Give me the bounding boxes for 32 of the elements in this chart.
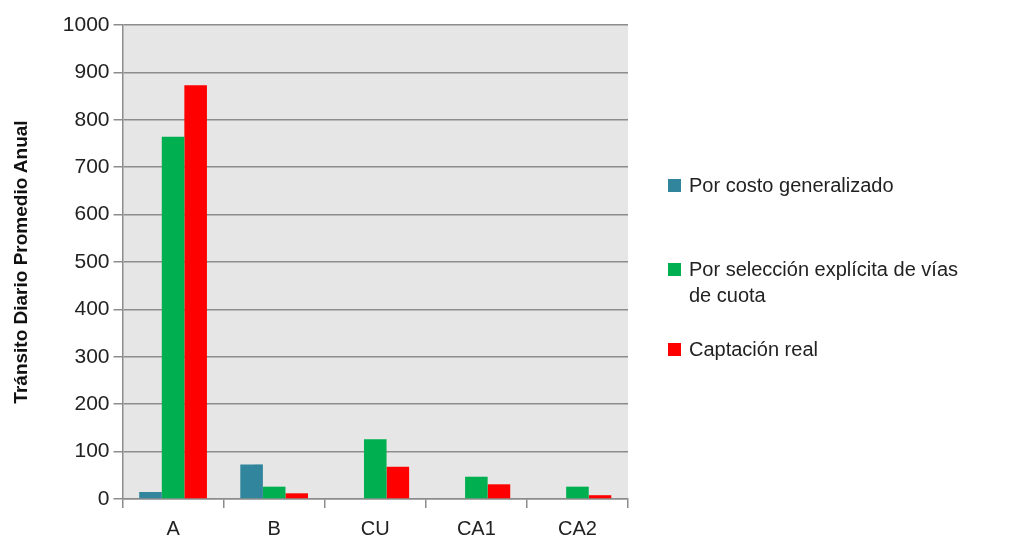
y-tick-label: 100 (74, 438, 110, 462)
legend-label: Por selección explícita de vías de cuota (689, 257, 960, 308)
y-tick-label: 300 (74, 343, 110, 367)
legend-label: Captación real (689, 337, 819, 362)
y-axis-title: Tránsito Diario Promedio Anual (9, 120, 31, 404)
bar (262, 486, 286, 499)
bar (139, 491, 162, 499)
bar (161, 136, 185, 499)
y-tick-label: 500 (74, 248, 110, 272)
bar (566, 486, 589, 499)
x-tick-label: B (267, 516, 281, 539)
bar (386, 466, 410, 499)
y-tick-label: 700 (74, 154, 110, 177)
x-tick-label: CA1 (456, 516, 496, 539)
y-tick-label: 1000 (62, 11, 110, 35)
y-tick-label: 0 (97, 485, 110, 509)
y-tick-label: 400 (74, 296, 110, 320)
bar (487, 484, 511, 499)
legend-label: Por costo generalizado (689, 173, 895, 198)
y-tick-label: 600 (74, 201, 110, 225)
bar (588, 495, 612, 499)
bar (285, 493, 309, 499)
y-tick-label: 200 (74, 391, 110, 414)
x-tick-label: A (166, 516, 181, 539)
bar (363, 439, 387, 499)
x-tick-label: CA2 (558, 516, 597, 539)
bar (465, 476, 488, 499)
bar (184, 85, 207, 499)
bar (240, 464, 263, 499)
y-tick-label: 800 (74, 106, 110, 130)
x-tick-label: CU (360, 516, 390, 539)
y-tick-label: 900 (74, 59, 110, 83)
